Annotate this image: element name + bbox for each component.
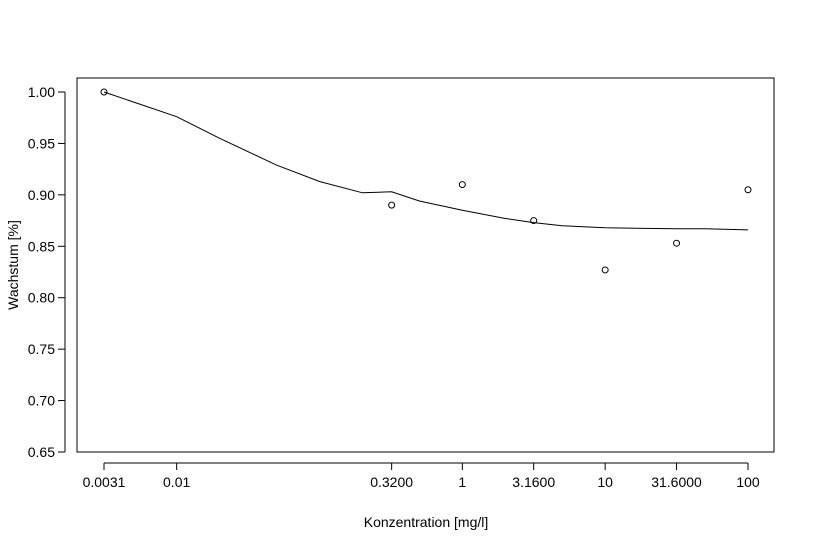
y-tick-label: 0.70 xyxy=(28,393,55,409)
x-axis: 0.0031 0.01 0.3200 1 3.1600 10 31.6000 100 xyxy=(83,462,760,490)
data-point xyxy=(388,201,396,209)
x-tick-label: 3.1600 xyxy=(512,474,555,490)
x-tick-label: 0.01 xyxy=(163,474,190,490)
y-tick-label: 1.00 xyxy=(28,84,55,100)
x-tick-label: 1 xyxy=(458,474,466,490)
data-point xyxy=(744,186,752,194)
data-point xyxy=(673,239,681,247)
y-tick-label: 0.90 xyxy=(28,187,55,203)
data-points xyxy=(100,88,752,274)
plot-frame xyxy=(76,77,775,453)
x-axis-label: Konzentration [mg/l] xyxy=(364,514,489,530)
data-point xyxy=(530,217,538,225)
fit-curve xyxy=(103,91,749,231)
y-tick-label: 0.80 xyxy=(28,290,55,306)
y-tick-label: 0.65 xyxy=(28,444,55,460)
x-tick-label: 0.3200 xyxy=(370,474,413,490)
y-axis: 0.65 0.70 0.75 0.80 0.85 0.90 0.95 1.00 xyxy=(28,84,66,460)
x-tick-label: 31.6000 xyxy=(651,474,702,490)
data-point xyxy=(601,266,609,274)
x-tick-label: 0.0031 xyxy=(83,474,126,490)
y-tick-label: 0.75 xyxy=(28,341,55,357)
y-tick-label: 0.85 xyxy=(28,238,55,254)
x-tick-label: 10 xyxy=(597,474,613,490)
x-tick-label: 100 xyxy=(736,474,760,490)
data-point xyxy=(100,88,108,96)
y-tick-label: 0.95 xyxy=(28,135,55,151)
y-axis-label: Wachstum [%] xyxy=(5,220,21,310)
data-point xyxy=(458,181,466,189)
